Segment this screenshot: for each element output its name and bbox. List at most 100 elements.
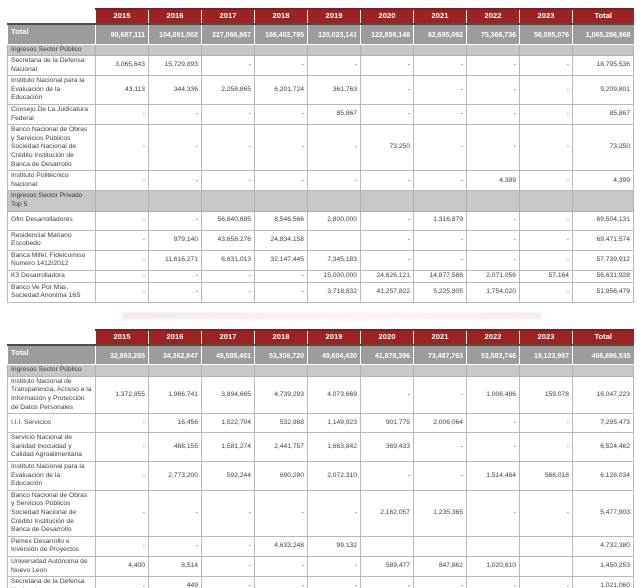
total-row-value: 82,695,092	[413, 23, 467, 45]
table-row: Universidad Autónoma de Nuevo Leon 4,400 8…	[7, 555, 634, 578]
total-row-value: 41,878,396	[360, 343, 414, 366]
value-cell: 1,966,741	[148, 375, 202, 415]
value-cell: 8,546,566	[254, 210, 308, 231]
value-cell	[307, 229, 361, 251]
total-row: Total 32,963,265 34,362,847 48,585,401 53,30…	[7, 343, 634, 366]
value-cell: 4,739,293	[254, 375, 308, 415]
value-cell: -	[466, 413, 520, 434]
section-empty-cell	[254, 364, 308, 377]
section-empty-cell	[360, 43, 414, 57]
value-cell: -	[466, 55, 520, 77]
row-label: Instituto Nacional de Transparencia, Acc…	[7, 375, 96, 415]
total-row: Total 90,687,111 104,091,002 227,066,867 186…	[7, 23, 634, 45]
value-cell: 4,400	[95, 555, 149, 578]
total-row-value: 53,306,720	[254, 343, 308, 366]
value-cell: 41,257,822	[360, 281, 414, 303]
value-cell	[519, 555, 573, 578]
value-cell: -	[413, 104, 467, 126]
section-empty-cell	[413, 43, 467, 57]
value-cell: -	[360, 210, 414, 231]
value-cell: -	[201, 576, 255, 588]
value-cell: -	[307, 170, 361, 192]
row-label: Servicio Nacional de Sanidad Inocuidad y…	[7, 432, 96, 462]
total-row-value: 104,091,002	[148, 23, 202, 45]
value-cell: -	[148, 281, 202, 303]
year-column-header-2015: 2015	[95, 328, 149, 346]
year-column-header-2018: 2018	[254, 328, 308, 346]
table-row: Instituto Nacional de Transparencia, Acc…	[7, 375, 634, 415]
section-empty-cell	[519, 364, 573, 377]
total-row-value: 122,859,148	[360, 23, 414, 45]
year-column-header-2017: 2017	[201, 8, 255, 25]
value-cell: -	[360, 104, 414, 126]
value-cell: -	[201, 269, 255, 283]
row-total-cell: 51,956,479	[572, 281, 634, 303]
row-total-cell: 18,795,536	[572, 55, 634, 77]
value-cell: -	[360, 576, 414, 588]
total-row-value: 75,366,736	[466, 23, 520, 45]
value-cell: -	[201, 170, 255, 192]
section-empty-cell	[148, 190, 202, 212]
section-empty-cell	[148, 364, 202, 377]
value-cell: -	[413, 170, 467, 192]
table-row: K3 Desarrolladora - - - -15,000,000 24,626,12…	[7, 269, 634, 283]
value-cell: -	[360, 461, 414, 491]
total-row-value: 227,066,867	[201, 23, 255, 45]
table-row: Instituto Nacional para la Evaluación de…	[7, 75, 634, 106]
total-row-value: 53,583,746	[466, 343, 520, 366]
section-empty-cell	[572, 43, 634, 57]
section-empty-cell	[148, 43, 202, 57]
section-empty-cell	[201, 43, 255, 57]
value-cell: -	[148, 170, 202, 192]
ingresos-table-2: 2015 2016 2017 2018 2019 2020 2021 2022 2023 Tota…	[7, 328, 634, 588]
total-row-value: 120,023,141	[307, 23, 361, 45]
value-cell: -	[254, 281, 308, 303]
table-row: Consejo De La Judicatura Federal - - - -85,8…	[7, 104, 634, 126]
section-empty-cell	[519, 190, 573, 212]
value-cell: -	[519, 576, 573, 588]
value-cell: -	[201, 535, 255, 557]
value-cell: -	[413, 375, 467, 415]
total-row-value: 73,487,763	[413, 343, 467, 366]
total-row-value: 34,362,847	[148, 343, 202, 366]
row-total-cell: 4,399	[572, 170, 634, 192]
table-gap	[7, 303, 633, 329]
value-cell: 56,840,685	[201, 210, 255, 231]
value-cell: -	[519, 170, 573, 192]
section-empty-cell	[307, 190, 361, 212]
year-column-header-2016: 2016	[148, 8, 202, 25]
value-cell: 7,345,183	[307, 249, 361, 271]
row-total-cell: 6,128,034	[572, 461, 634, 491]
year-column-header-2019: 2019	[307, 8, 361, 25]
value-cell: 57,164	[519, 269, 573, 283]
value-cell: 1,581,274	[201, 432, 255, 462]
value-cell: 2,773,200	[148, 461, 202, 491]
row-total-cell: 73,250	[572, 124, 634, 172]
value-cell: 2,071,056	[466, 269, 520, 283]
value-cell: 1,663,842	[307, 432, 361, 462]
value-cell: -	[95, 124, 149, 172]
year-column-header-2021: 2021	[413, 8, 467, 25]
value-cell: -	[519, 249, 573, 271]
value-cell: -	[95, 249, 149, 271]
row-label: Universidad Autónoma de Nuevo Leon	[7, 555, 96, 578]
section-empty-cell	[95, 190, 149, 212]
value-cell: 3,894,665	[201, 375, 255, 415]
value-cell: -	[519, 229, 573, 251]
value-cell: -	[413, 576, 467, 588]
value-cell: -	[307, 489, 361, 537]
value-cell: -	[201, 555, 255, 578]
section-empty-cell	[201, 190, 255, 212]
value-cell: -	[201, 281, 255, 303]
value-cell: -	[95, 535, 149, 557]
value-cell: 15,729,893	[148, 55, 202, 77]
value-cell: -	[360, 75, 414, 106]
row-label: Banco Ve Por Mas, Sociedad Anonima 16S	[7, 281, 96, 303]
value-cell: -	[148, 489, 202, 537]
value-cell: 4,399	[466, 170, 520, 192]
value-cell: -	[466, 249, 520, 271]
value-cell: 24,834,158	[254, 229, 308, 251]
row-label: Secretaria de la Defensa Nacional	[7, 576, 96, 588]
value-cell: -	[95, 104, 149, 126]
